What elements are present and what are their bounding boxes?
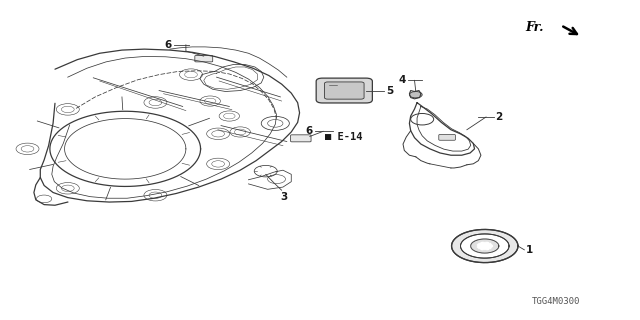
Text: 3: 3 [280,193,287,203]
Circle shape [411,114,434,125]
Text: Fr.: Fr. [525,21,543,34]
Text: 1: 1 [526,245,534,255]
Text: 2: 2 [495,112,502,122]
Circle shape [467,237,476,242]
Circle shape [494,237,503,242]
Text: 6: 6 [164,40,172,50]
Circle shape [499,244,508,248]
Circle shape [410,92,422,98]
Circle shape [480,234,489,239]
Text: TGG4M0300: TGG4M0300 [532,297,580,306]
FancyBboxPatch shape [291,135,311,142]
FancyBboxPatch shape [195,55,212,62]
FancyBboxPatch shape [324,82,364,99]
Polygon shape [452,229,518,263]
Polygon shape [461,234,509,258]
Text: 5: 5 [386,85,393,96]
Polygon shape [470,239,499,253]
Circle shape [467,251,476,255]
FancyBboxPatch shape [316,78,372,103]
Text: 6: 6 [305,126,312,136]
Circle shape [461,244,470,248]
Polygon shape [477,242,492,250]
Circle shape [480,253,489,258]
Text: 4: 4 [399,75,406,85]
FancyBboxPatch shape [439,134,456,140]
Circle shape [494,251,503,255]
Text: ■ E-14: ■ E-14 [325,132,363,142]
